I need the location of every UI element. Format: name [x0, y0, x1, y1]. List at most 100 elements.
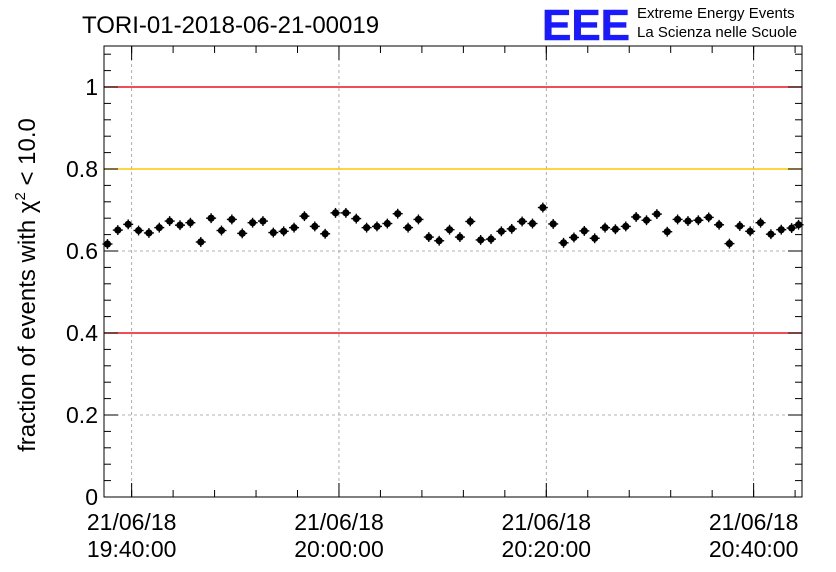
y-tick-label: 0.2	[66, 402, 98, 428]
point-marker	[383, 219, 391, 228]
data-point	[444, 224, 455, 235]
point-marker	[591, 234, 599, 242]
point-marker	[134, 226, 143, 235]
point-marker	[549, 220, 557, 228]
x-tick-label-time: 20:40:00	[709, 536, 799, 562]
point-marker	[746, 227, 754, 235]
point-marker	[363, 224, 371, 232]
point-marker	[570, 233, 578, 242]
point-marker	[466, 217, 474, 226]
point-marker	[611, 225, 620, 233]
point-marker	[477, 236, 485, 244]
data-point	[320, 228, 331, 239]
point-marker	[715, 221, 723, 229]
point-marker	[518, 217, 526, 226]
data-point	[620, 221, 631, 232]
data-point	[206, 213, 217, 224]
eee-logo: EEE Extreme Energy Events La Scienza nel…	[542, 1, 797, 51]
plot-frame	[103, 45, 803, 498]
data-point	[434, 235, 445, 246]
point-marker	[445, 226, 454, 234]
point-marker	[528, 219, 537, 228]
point-marker	[632, 213, 640, 221]
point-marker	[331, 209, 340, 217]
data-point	[403, 222, 414, 233]
data-point	[755, 217, 766, 228]
point-marker	[145, 229, 153, 237]
data-point	[786, 223, 797, 233]
point-marker	[622, 222, 630, 230]
data-point	[289, 222, 300, 233]
data-point	[154, 222, 165, 233]
data-point	[589, 233, 600, 244]
x-tick-label-date: 21/06/18	[709, 509, 799, 535]
data-point	[237, 228, 248, 239]
point-marker	[559, 239, 568, 247]
data-point	[672, 214, 683, 225]
data-point	[133, 225, 144, 236]
data-point	[745, 226, 756, 237]
point-marker	[248, 219, 257, 227]
data-point	[185, 217, 196, 228]
chart-title: TORI-01-2018-06-21-00019	[82, 12, 379, 39]
data-point	[548, 219, 559, 229]
point-marker	[155, 224, 163, 232]
point-marker	[435, 237, 443, 245]
point-marker	[197, 238, 205, 246]
x-tick-label-date: 21/06/18	[87, 509, 177, 535]
x-tick-label-date: 21/06/18	[502, 509, 592, 535]
data-point	[703, 212, 714, 223]
point-marker	[725, 240, 734, 248]
point-marker	[684, 217, 692, 225]
data-point	[600, 222, 611, 233]
logo-letters: EEE	[542, 1, 630, 50]
data-point	[371, 221, 382, 232]
point-marker	[788, 224, 796, 232]
data-point	[527, 218, 538, 229]
point-marker	[694, 216, 702, 224]
data-point	[361, 222, 372, 233]
y-tick-label: 0.6	[66, 238, 98, 264]
data-point	[413, 214, 424, 225]
data-point	[257, 216, 268, 226]
data-point	[641, 215, 652, 226]
point-marker	[394, 210, 402, 218]
data-point	[423, 232, 434, 242]
point-marker	[456, 233, 464, 241]
point-marker	[342, 209, 350, 217]
point-marker	[508, 225, 516, 233]
point-marker	[228, 215, 236, 224]
data-point	[631, 212, 642, 222]
point-marker	[777, 226, 785, 234]
data-point	[714, 219, 725, 230]
data-point	[496, 226, 507, 237]
data-point	[175, 220, 186, 231]
point-marker	[674, 215, 682, 224]
data-point	[226, 214, 237, 225]
point-marker	[238, 229, 246, 237]
data-point	[517, 216, 528, 227]
data-point	[610, 224, 621, 235]
data-point	[392, 208, 403, 219]
point-marker	[414, 215, 423, 224]
point-marker	[497, 227, 505, 235]
data-point	[164, 216, 175, 226]
point-marker	[290, 224, 298, 232]
y-tick-label: 0.4	[66, 320, 98, 346]
point-marker	[705, 213, 713, 221]
data-point	[765, 229, 776, 240]
reference-lines	[104, 86, 802, 334]
data-point	[268, 227, 279, 238]
point-marker	[794, 221, 803, 229]
point-marker	[487, 235, 495, 243]
data-point	[558, 237, 569, 248]
data-point	[662, 226, 673, 237]
y-tick-label: 1	[85, 74, 98, 100]
point-marker	[176, 221, 184, 229]
data-point	[475, 235, 486, 245]
point-marker	[166, 217, 174, 225]
point-marker	[207, 214, 215, 222]
point-marker	[539, 203, 547, 212]
point-marker	[352, 215, 360, 223]
